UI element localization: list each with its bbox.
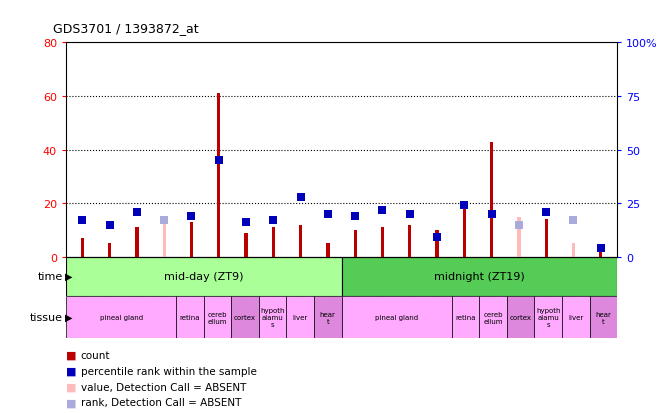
Point bbox=[241, 220, 251, 226]
Bar bbox=[232, 296, 259, 339]
Bar bbox=[66, 257, 342, 296]
Bar bbox=[572, 244, 575, 257]
Bar bbox=[490, 142, 493, 257]
Text: ■: ■ bbox=[66, 350, 77, 360]
Bar bbox=[342, 296, 452, 339]
Bar bbox=[135, 228, 139, 257]
Bar bbox=[544, 220, 548, 257]
Text: liver: liver bbox=[292, 314, 308, 320]
Point bbox=[186, 213, 197, 220]
Text: cereb
ellum: cereb ellum bbox=[208, 311, 227, 324]
Point bbox=[405, 211, 415, 218]
Text: ▶: ▶ bbox=[65, 271, 73, 282]
Text: GDS3701 / 1393872_at: GDS3701 / 1393872_at bbox=[53, 22, 199, 35]
Bar bbox=[408, 225, 411, 257]
Text: pineal gland: pineal gland bbox=[100, 314, 143, 320]
Bar bbox=[535, 296, 562, 339]
Point bbox=[568, 217, 579, 224]
Bar bbox=[204, 296, 232, 339]
Bar bbox=[244, 233, 248, 257]
Text: retina: retina bbox=[180, 314, 200, 320]
Bar bbox=[66, 296, 176, 339]
Text: ■: ■ bbox=[66, 382, 77, 392]
Text: count: count bbox=[81, 350, 110, 360]
Bar bbox=[381, 228, 384, 257]
Bar bbox=[162, 222, 166, 257]
Point bbox=[77, 217, 88, 224]
Point bbox=[459, 202, 470, 209]
Bar bbox=[436, 230, 439, 257]
Point bbox=[131, 209, 142, 216]
Point bbox=[268, 217, 279, 224]
Bar bbox=[326, 244, 329, 257]
Text: pineal gland: pineal gland bbox=[375, 314, 418, 320]
Text: ■: ■ bbox=[66, 397, 77, 407]
Bar bbox=[562, 296, 589, 339]
Bar bbox=[517, 217, 521, 257]
Text: ▶: ▶ bbox=[65, 312, 73, 322]
Text: hypoth
alamu
s: hypoth alamu s bbox=[536, 307, 560, 327]
Text: hypoth
alamu
s: hypoth alamu s bbox=[261, 307, 285, 327]
Point bbox=[104, 222, 115, 228]
Text: mid-day (ZT9): mid-day (ZT9) bbox=[164, 271, 244, 282]
Point bbox=[432, 235, 442, 241]
Point bbox=[595, 245, 606, 252]
Point bbox=[378, 207, 388, 214]
Text: cereb
ellum: cereb ellum bbox=[483, 311, 503, 324]
Bar bbox=[259, 296, 286, 339]
Text: liver: liver bbox=[568, 314, 583, 320]
Text: time: time bbox=[38, 271, 63, 282]
Text: midnight (ZT19): midnight (ZT19) bbox=[434, 271, 525, 282]
Bar bbox=[507, 296, 535, 339]
Bar bbox=[342, 257, 617, 296]
Bar bbox=[190, 222, 193, 257]
Bar bbox=[108, 244, 112, 257]
Point bbox=[541, 209, 552, 216]
Point bbox=[350, 213, 360, 220]
Text: cortex: cortex bbox=[510, 314, 532, 320]
Bar bbox=[479, 296, 507, 339]
Point bbox=[295, 194, 306, 201]
Bar bbox=[314, 296, 342, 339]
Point bbox=[486, 211, 497, 218]
Bar bbox=[589, 296, 617, 339]
Point bbox=[213, 158, 224, 164]
Bar bbox=[286, 296, 314, 339]
Bar bbox=[217, 94, 220, 257]
Bar bbox=[176, 296, 204, 339]
Bar bbox=[272, 228, 275, 257]
Bar bbox=[452, 296, 479, 339]
Text: tissue: tissue bbox=[30, 312, 63, 322]
Bar bbox=[463, 204, 466, 257]
Bar bbox=[299, 225, 302, 257]
Bar bbox=[599, 247, 603, 257]
Text: rank, Detection Call = ABSENT: rank, Detection Call = ABSENT bbox=[81, 397, 241, 407]
Text: retina: retina bbox=[455, 314, 476, 320]
Text: value, Detection Call = ABSENT: value, Detection Call = ABSENT bbox=[81, 382, 246, 392]
Point bbox=[513, 222, 524, 228]
Text: percentile rank within the sample: percentile rank within the sample bbox=[81, 366, 256, 376]
Text: cortex: cortex bbox=[234, 314, 256, 320]
Point bbox=[323, 211, 333, 218]
Text: ■: ■ bbox=[66, 366, 77, 376]
Text: hear
t: hear t bbox=[595, 311, 611, 324]
Text: hear
t: hear t bbox=[320, 311, 336, 324]
Bar bbox=[81, 238, 84, 257]
Point bbox=[159, 217, 170, 224]
Bar bbox=[354, 230, 357, 257]
